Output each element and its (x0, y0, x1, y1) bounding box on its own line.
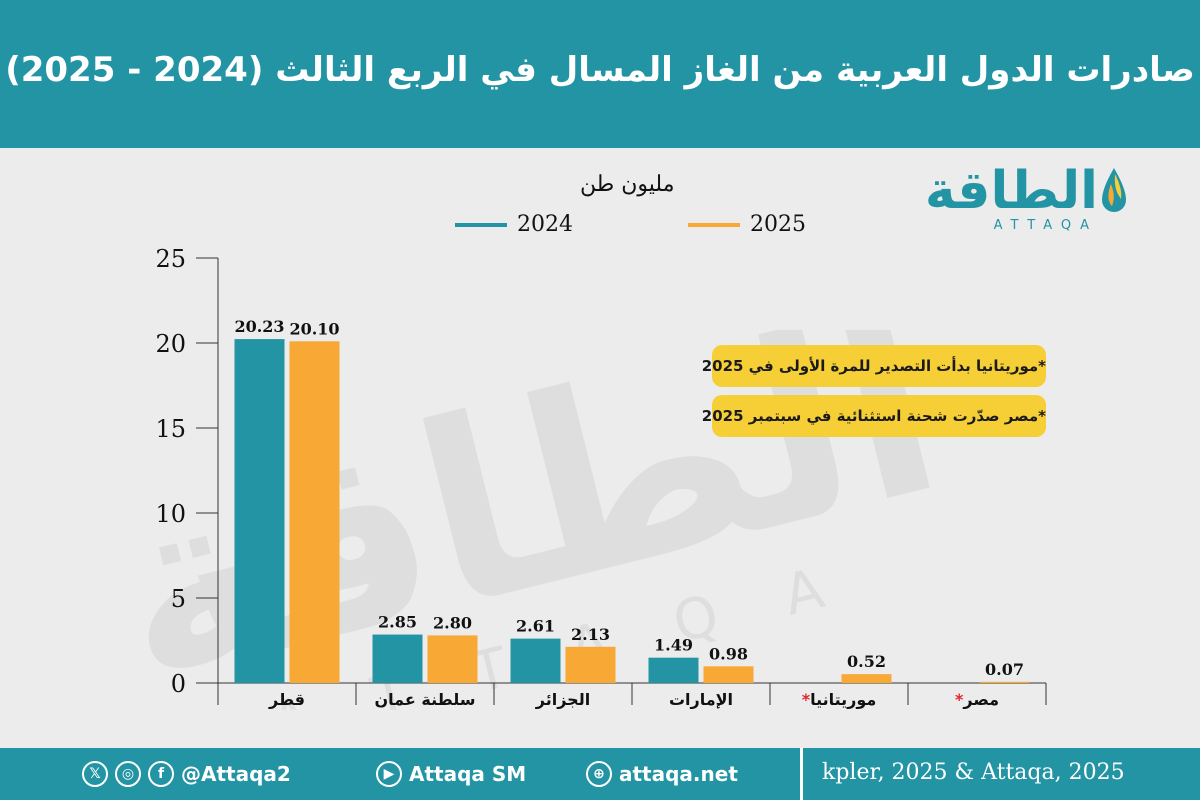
asterisk-mark: * (955, 690, 964, 709)
social-handle[interactable]: @Attaqa2 (181, 762, 291, 786)
globe-icon: ⊕ (586, 761, 612, 787)
x-category-label: قطر (268, 690, 305, 709)
facebook-icon[interactable]: f (148, 761, 174, 787)
data-label-2025: 2.13 (571, 625, 610, 644)
y-tick-label: 20 (155, 330, 186, 358)
bar-2025 (703, 666, 754, 683)
data-label-2025: 0.52 (847, 652, 886, 671)
y-tick-label: 25 (155, 245, 186, 273)
asterisk-mark: * (802, 690, 811, 709)
y-tick-label: 10 (155, 500, 186, 528)
data-label-2024: 20.23 (234, 317, 284, 336)
data-label-2025: 0.07 (985, 660, 1024, 679)
bar-2024 (648, 657, 699, 683)
youtube-icon: ▶ (376, 761, 402, 787)
header-bar: صادرات الدول العربية من الغاز المسال في … (0, 0, 1200, 148)
x-category-label: موريتانيا* (802, 690, 877, 709)
bar-2024 (372, 634, 423, 683)
logo-subtitle: ATTAQA (993, 218, 1098, 233)
social-links: 𝕏 ◎ f @Attaqa2 (82, 758, 291, 790)
data-label-2025: 2.80 (433, 613, 472, 632)
source-credit: kpler, 2025 & Attaqa, 2025 (822, 760, 1125, 785)
data-label-2025: 0.98 (709, 644, 748, 663)
legend-swatch-2024 (455, 223, 507, 227)
page-title: صادرات الدول العربية من الغاز المسال في … (5, 50, 1195, 90)
legend-label-2025: 2025 (750, 212, 806, 237)
legend-label-2024: 2024 (517, 212, 573, 237)
youtube-label: Attaqa SM (409, 762, 527, 786)
x-category-label: الجزائر (535, 690, 590, 709)
website-label: attaqa.net (619, 762, 738, 786)
logo-wordmark: الطاقة (924, 161, 1098, 221)
bar-2025 (565, 646, 616, 683)
bar-2025 (289, 341, 340, 683)
note-mauritania: *موريتانيا بدأت التصدير للمرة الأولى في … (702, 345, 1046, 387)
x-category-label: مصر* (955, 690, 999, 709)
x-icon[interactable]: 𝕏 (82, 761, 108, 787)
footer-divider (800, 748, 803, 800)
footer-bar: 𝕏 ◎ f @Attaqa2 ▶ Attaqa SM ⊕ attaqa.net … (0, 748, 1200, 800)
legend-item-2024: 2024 (455, 212, 573, 238)
data-label-2024: 1.49 (654, 636, 693, 655)
data-label-2024: 2.61 (516, 617, 555, 636)
data-label-2025: 20.10 (289, 319, 339, 338)
flame-drop-icon (1102, 168, 1126, 212)
bar-2025 (841, 674, 892, 683)
bar-2025 (427, 635, 478, 683)
instagram-icon[interactable]: ◎ (115, 761, 141, 787)
y-tick-label: 0 (171, 670, 186, 698)
website-link[interactable]: ⊕ attaqa.net (586, 758, 738, 790)
bar-2024 (510, 638, 561, 683)
legend-swatch-2025 (688, 223, 740, 227)
bar-2024 (234, 339, 285, 683)
y-tick-label: 15 (155, 415, 186, 443)
y-tick-label: 5 (171, 585, 186, 613)
x-category-label: سلطنة عمان (375, 690, 476, 709)
data-label-2024: 2.85 (378, 613, 417, 632)
y-axis-unit-label: مليون طن (580, 172, 675, 197)
legend-item-2025: 2025 (688, 212, 806, 238)
youtube-link[interactable]: ▶ Attaqa SM (376, 758, 526, 790)
x-category-label: الإمارات (669, 690, 733, 709)
attaqa-logo: الطاقة ATTAQA (882, 160, 1132, 240)
bar-2025 (979, 681, 1030, 683)
note-egypt: *مصر صدّرت شحنة استثنائية في سبتمبر 2025 (702, 395, 1046, 437)
